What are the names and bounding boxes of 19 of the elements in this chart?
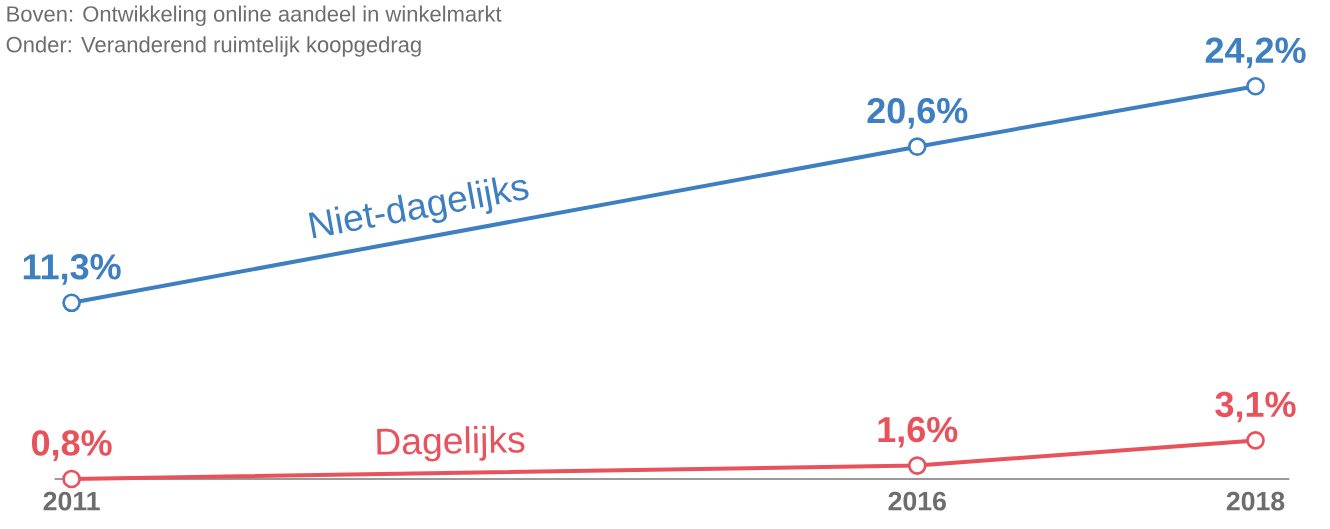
x-tick-label: 2016 (888, 491, 946, 511)
data-label: 11,3% (23, 254, 121, 285)
x-tick-label: 2011 (43, 491, 100, 511)
data-label: 20,6% (867, 97, 968, 129)
data-label: 1,6% (878, 416, 958, 448)
x-tick-label: 2018 (1226, 491, 1285, 511)
point (907, 456, 927, 475)
series-label: Dagelijks (377, 425, 525, 462)
chart-subtitle: Onder: Veranderend ruimtelijk koopgedrag (6, 36, 421, 57)
text: Niet-dagelijks (308, 177, 529, 239)
point (62, 469, 81, 489)
point (62, 293, 81, 313)
data-label: 0,8% (31, 430, 112, 461)
chart-title: Boven: Ontwikkeling online aandeel in winkelmarkt (7, 5, 502, 27)
point (1246, 431, 1265, 450)
data-label: 3,1% (1215, 391, 1296, 423)
point (907, 137, 927, 157)
point (1246, 76, 1265, 96)
data-label: 24,2% (1205, 37, 1306, 69)
